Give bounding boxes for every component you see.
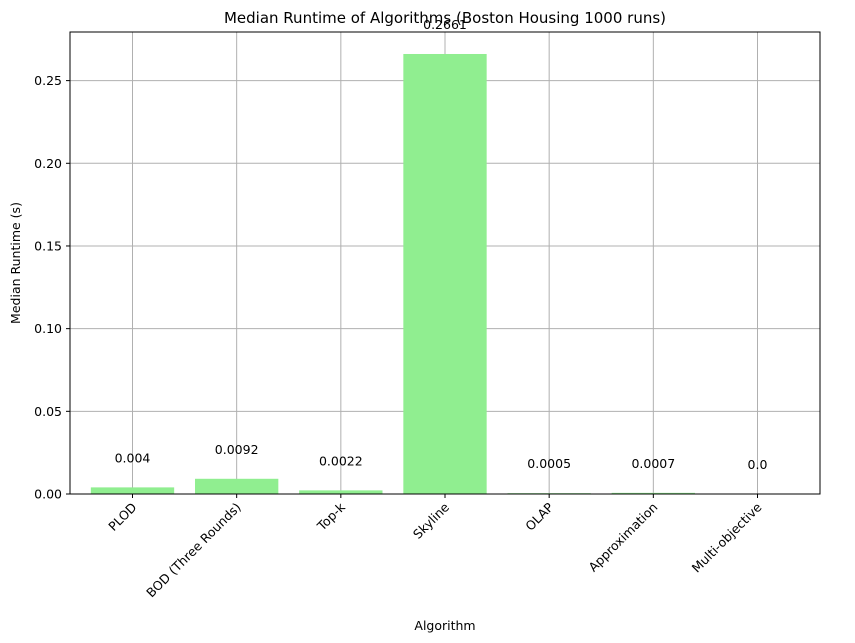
x-tick-label: PLOD [105, 500, 139, 534]
y-tick-label: 0.05 [34, 404, 62, 419]
bar [403, 53, 487, 494]
ticks: 0.00 0.05 0.10 0.15 0.20 0.25 PLOD BOD (Three R… [34, 73, 765, 600]
chart-title: Median Runtime of Algorithms (Boston Hou… [224, 9, 666, 27]
y-tick-label: 0.25 [34, 73, 62, 88]
bar-value-label: 0.0092 [215, 442, 259, 457]
y-tick-label: 0.00 [34, 487, 62, 502]
bars [90, 53, 695, 494]
bar [195, 478, 279, 494]
y-axis-label: Median Runtime (s) [8, 202, 23, 324]
x-axis-label: Algorithm [414, 618, 475, 633]
y-tick-label: 0.15 [34, 238, 62, 253]
bar [90, 487, 175, 494]
bar-value-label: 0.2661 [423, 17, 467, 32]
bar [611, 492, 695, 494]
x-tick-label: BOD (Three Rounds) [143, 500, 244, 601]
x-tick-label: OLAP [522, 499, 556, 533]
x-tick-label: Top-k [313, 499, 348, 534]
x-tick-label: Approximation [585, 500, 660, 575]
bar-value-labels: 0.004 0.0092 0.0022 0.2661 0.0005 0.0007 0.0 [115, 17, 768, 472]
x-tick-label: Skyline [410, 499, 452, 541]
bar-value-label: 0.004 [115, 450, 151, 465]
x-tick-label: Multi-objective [689, 499, 765, 575]
bar-value-label: 0.0007 [631, 456, 675, 471]
y-tick-label: 0.20 [34, 156, 62, 171]
bar [299, 490, 383, 494]
bar-value-label: 0.0005 [527, 456, 571, 471]
bar-value-label: 0.0022 [319, 453, 363, 468]
y-tick-label: 0.10 [34, 321, 62, 336]
bar-value-label: 0.0 [748, 457, 768, 472]
